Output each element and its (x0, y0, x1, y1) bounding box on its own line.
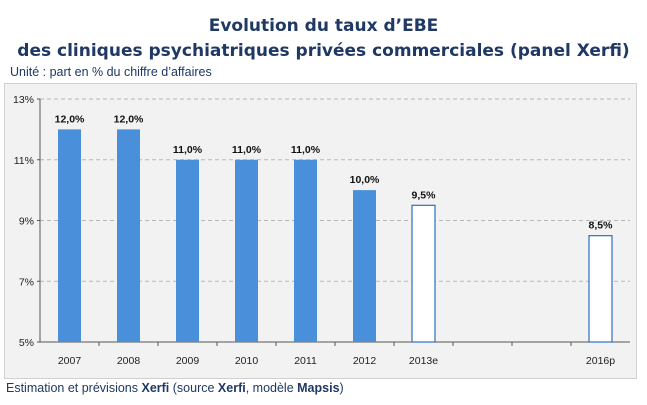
source-brand: Xerfi (217, 381, 246, 395)
y-tick-label: 9% (19, 216, 34, 228)
data-label: 11,0% (291, 144, 321, 156)
source-text: , modèle (245, 381, 298, 395)
data-label: 8,5% (589, 220, 614, 232)
x-tick-label: 2011 (294, 355, 317, 367)
source-note: Estimation et prévisions Xerfi (source X… (6, 381, 344, 395)
x-tick-label: 2013e (409, 355, 438, 367)
x-tick-label: 2007 (58, 355, 82, 367)
chart-title-line-2: des cliniques psychiatriques privées com… (17, 41, 630, 61)
forecast-bar (588, 235, 613, 343)
data-label: 11,0% (173, 144, 203, 156)
x-tick-label: 2009 (176, 355, 200, 367)
source-text: (source (169, 381, 218, 395)
x-tick-label: 2008 (117, 355, 141, 367)
data-label: 11,0% (232, 144, 262, 156)
bar (235, 159, 258, 342)
data-label: 9,5% (412, 189, 437, 201)
bar (353, 190, 376, 342)
forecast-bar (411, 204, 436, 343)
x-tick-label: 2016p (586, 355, 615, 367)
unit-label: Unité : part en % du chiffre d’affaires (10, 65, 212, 79)
x-tick-label: 2012 (353, 355, 377, 367)
chart-title-line-1: Evolution du taux d’EBE (208, 16, 439, 36)
x-tick-label: 2010 (235, 355, 259, 367)
data-label: 12,0% (114, 113, 144, 125)
bar (58, 129, 81, 342)
source-brand: Xerfi (141, 381, 170, 395)
bar (117, 129, 140, 342)
y-tick-label: 5% (19, 337, 34, 349)
source-text: ) (339, 381, 344, 395)
bar (294, 159, 317, 342)
data-label: 12,0% (55, 113, 85, 125)
data-label: 10,0% (350, 174, 380, 186)
y-tick-label: 7% (19, 276, 34, 288)
bar (176, 159, 199, 342)
source-model: Mapsis (297, 381, 340, 395)
y-tick-label: 13% (13, 94, 34, 106)
source-text: Estimation et prévisions (6, 381, 142, 395)
y-tick-label: 11% (14, 155, 34, 167)
